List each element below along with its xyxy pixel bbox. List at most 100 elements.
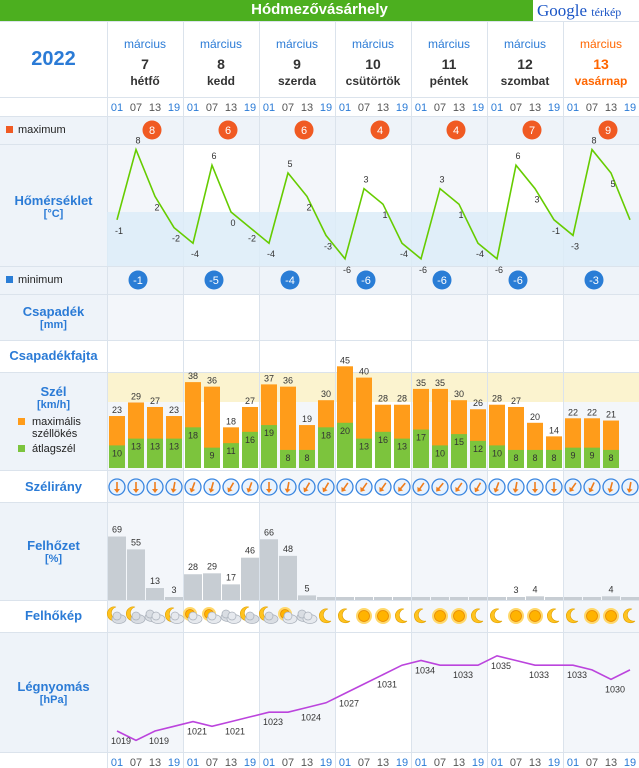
wind-direction-arrow xyxy=(379,482,387,492)
wind-arrow-head xyxy=(436,486,442,492)
day-number: 13 xyxy=(593,56,609,72)
sun-icon xyxy=(451,608,467,624)
cloud-bar xyxy=(583,597,601,600)
avg-wind-value: 12 xyxy=(473,444,483,454)
temperature-label: -2 xyxy=(172,234,180,244)
cloud-value: 3 xyxy=(513,585,518,595)
hour-label: 01 xyxy=(567,757,579,768)
gust-value: 27 xyxy=(511,396,521,406)
wind-direction-icon xyxy=(146,478,164,496)
gust-value: 29 xyxy=(131,391,141,401)
day-month: március xyxy=(200,37,242,51)
avg-wind-bar xyxy=(394,438,410,468)
temperature-unit: [°C] xyxy=(43,208,64,220)
min-temp-badge xyxy=(584,270,604,290)
wind-direction-icon xyxy=(222,478,240,496)
hour-label: 01 xyxy=(263,102,275,114)
avg-wind-bar xyxy=(185,427,201,468)
cloud-value: 69 xyxy=(112,525,122,535)
maximum-text: maximum xyxy=(18,124,66,136)
pressure-value: 1031 xyxy=(377,680,397,690)
pressure-value: 1021 xyxy=(225,727,245,737)
hour-label: 19 xyxy=(244,757,256,768)
wind-arrow-head xyxy=(284,488,291,493)
day-month: március xyxy=(428,37,470,51)
gust-legend: maximális széllökés xyxy=(18,416,108,440)
cloud-puff xyxy=(283,611,293,621)
cloud-value: 46 xyxy=(245,546,255,556)
hour-label: 07 xyxy=(130,102,142,114)
wind-direction-icon xyxy=(165,478,183,496)
cloud-puff xyxy=(227,611,237,621)
wind-arrow-head xyxy=(133,489,139,493)
pressure-value: 1024 xyxy=(301,713,321,723)
sun-disc xyxy=(358,610,370,622)
min-temp-badge xyxy=(508,270,528,290)
sun-icon xyxy=(375,608,391,624)
wind-arrow-head xyxy=(607,488,614,493)
max-temp-badge xyxy=(598,120,618,140)
cloud-bar xyxy=(127,549,145,600)
wind-direction-arrow xyxy=(284,481,291,493)
sun-icon xyxy=(527,608,543,624)
wind-arrow-head xyxy=(322,487,328,493)
sun-icon xyxy=(356,608,372,624)
wind-direction-arrow xyxy=(398,482,406,492)
day-month: március xyxy=(352,37,394,51)
gust-value: 30 xyxy=(454,389,464,399)
avg-wind-bar xyxy=(527,449,543,468)
day-weekday: péntek xyxy=(430,74,469,88)
avg-wind-bar xyxy=(451,434,467,468)
temperature-label: 5 xyxy=(610,179,615,189)
year-label: 2022 xyxy=(31,48,76,70)
cloud-icons-label: Felhőkép xyxy=(24,608,83,623)
wind-arrow-head xyxy=(266,489,272,493)
moon-crescent xyxy=(319,608,332,624)
hour-label: 19 xyxy=(320,102,332,114)
cloud-bar xyxy=(412,597,430,600)
wind-direction-icon xyxy=(127,478,145,496)
cloud-puff xyxy=(245,611,255,621)
avg-wind-bar xyxy=(565,447,581,468)
wind-direction-arrow xyxy=(246,482,253,493)
wind-direction-arrow xyxy=(303,482,311,493)
avg-wind-value: 8 xyxy=(608,453,613,463)
cloud-bar xyxy=(203,573,221,600)
min-temp-badge xyxy=(204,270,224,290)
cloud-bar xyxy=(146,588,164,600)
gust-value: 18 xyxy=(226,416,236,426)
moon-icon xyxy=(623,608,636,624)
wind-arrow-head xyxy=(398,486,404,492)
wind-direction-arrow xyxy=(417,482,425,492)
avg-wind-value: 8 xyxy=(285,453,290,463)
hour-label: 01 xyxy=(339,102,351,114)
avg-wind-bar xyxy=(337,422,353,468)
partly-cloudy-night-icon xyxy=(107,606,127,624)
wind-direction-icon xyxy=(564,478,582,496)
avg-wind-value: 17 xyxy=(416,433,426,443)
google-map-link[interactable]: Google térkép xyxy=(533,0,639,21)
wind-arrow-head xyxy=(474,487,480,493)
moon-crescent xyxy=(566,608,579,624)
hour-label: 19 xyxy=(548,102,560,114)
sun-disc xyxy=(453,610,465,622)
day-number: 12 xyxy=(517,56,533,72)
pressure-unit: [hPa] xyxy=(39,694,68,706)
precip-type-label: Csapadékfajta xyxy=(9,348,98,363)
moon-icon xyxy=(471,608,484,624)
hour-label: 13 xyxy=(149,102,161,114)
max-temp-badge xyxy=(370,120,390,140)
hour-label: 13 xyxy=(453,757,465,768)
gust-value: 26 xyxy=(473,398,483,408)
cloud-puff xyxy=(188,611,198,621)
gust-value: 30 xyxy=(321,389,331,399)
sun-disc xyxy=(529,610,541,622)
partly-cloudy-day-icon xyxy=(202,607,222,624)
gust-value: 28 xyxy=(492,394,502,404)
wind-direction-arrow xyxy=(114,482,120,493)
avg-wind-value: 18 xyxy=(321,430,331,440)
temperature-label: -3 xyxy=(324,241,332,251)
cloud-value: 55 xyxy=(131,537,141,547)
below-zero-zone xyxy=(107,212,639,266)
wind-arrow-head xyxy=(303,487,309,493)
